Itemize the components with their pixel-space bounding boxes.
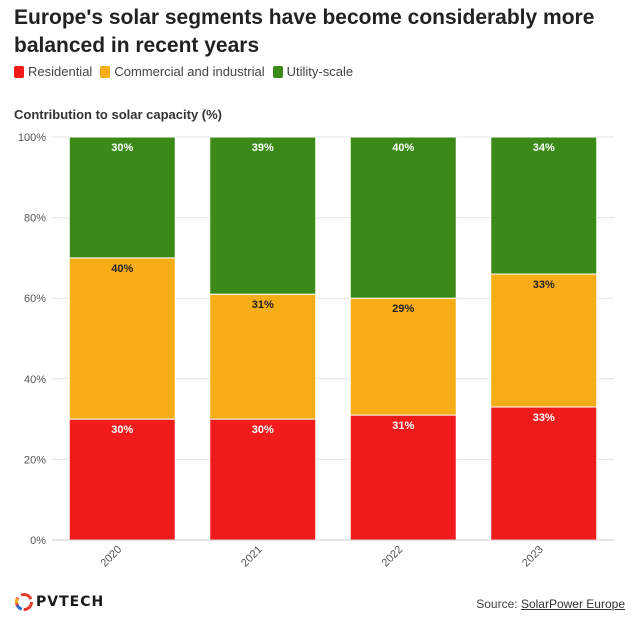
bar-segment	[209, 136, 317, 295]
y-tick-label: 20%	[24, 454, 46, 466]
pvtech-logo: PVTECH	[14, 592, 104, 612]
logo-text: PVTECH	[36, 594, 105, 610]
legend-swatch-utility	[272, 65, 283, 78]
bar-segment	[490, 406, 598, 541]
x-tick-label: 2023	[520, 544, 546, 570]
bar-segment	[68, 257, 176, 420]
bar-segment	[209, 418, 317, 541]
x-tick-label: 2021	[239, 544, 265, 570]
data-label: 31%	[392, 420, 414, 432]
legend-item-commercial[interactable]: Commercial and industrial	[100, 64, 265, 79]
bar-segment	[68, 136, 176, 259]
bar-segment	[68, 418, 176, 541]
y-tick-label: 60%	[24, 293, 46, 305]
x-tick-label: 2022	[380, 544, 406, 570]
source-note: Source: SolarPower Europe	[476, 597, 625, 611]
y-axis-title: Contribution to solar capacity (%)	[14, 107, 223, 122]
stacked-bar-chart: 0% 20% 40% 60% 80% 100% 30% 40% 30% 2020 30% 31% 39%…	[18, 132, 614, 570]
data-label: 29%	[392, 303, 414, 315]
data-label: 39%	[252, 142, 274, 154]
legend-swatch-residential	[14, 65, 24, 78]
y-tick-label: 100%	[18, 132, 46, 144]
data-label: 40%	[111, 263, 133, 275]
data-label: 30%	[252, 424, 274, 436]
source-link[interactable]: SolarPower Europe	[520, 597, 625, 611]
legend-label-commercial: Commercial and industrial	[114, 64, 265, 79]
legend-item-residential[interactable]: Residential	[14, 64, 92, 79]
data-label: 30%	[111, 424, 133, 436]
data-label: 40%	[392, 142, 414, 154]
legend-label-residential: Residential	[28, 64, 93, 79]
y-tick-label: 80%	[24, 213, 46, 225]
legend-label-utility: Utility-scale	[286, 64, 354, 79]
bar-segment	[349, 297, 457, 416]
bar-segment	[349, 414, 457, 541]
data-label: 34%	[533, 142, 555, 154]
bar-segment	[490, 136, 598, 275]
pvtech-logo-icon	[15, 593, 33, 611]
legend: Residential Commercial and industrial Ut…	[14, 64, 361, 79]
bar-segment	[349, 136, 457, 299]
legend-item-utility[interactable]: Utility-scale	[272, 64, 354, 79]
source-label: Source:	[476, 597, 518, 611]
data-label: 33%	[533, 279, 555, 291]
data-label: 33%	[533, 412, 555, 424]
bar-segment	[490, 273, 598, 408]
y-tick-label: 0%	[30, 535, 46, 547]
legend-swatch-commercial	[100, 65, 111, 78]
x-tick-label: 2020	[99, 544, 125, 570]
chart-title: Europe's solar segments have become cons…	[14, 6, 595, 57]
y-tick-label: 40%	[24, 374, 46, 386]
bar-segment	[209, 293, 317, 420]
data-label: 30%	[111, 142, 133, 154]
data-label: 31%	[252, 299, 274, 311]
